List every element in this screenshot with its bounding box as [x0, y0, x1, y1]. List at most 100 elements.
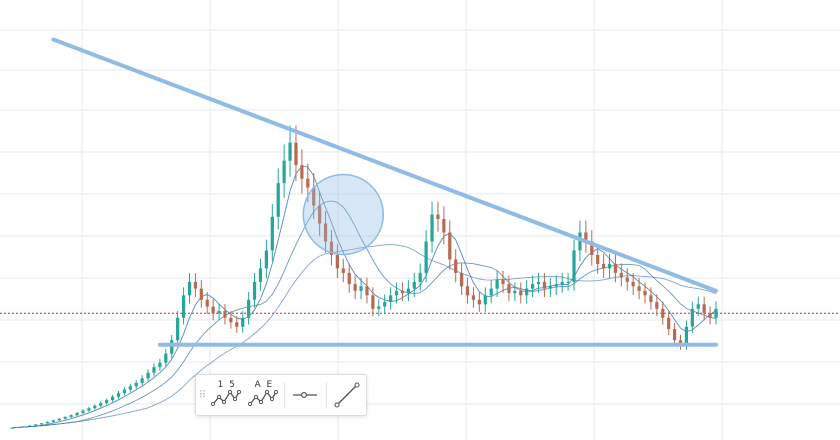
candle-body [146, 372, 150, 379]
candle-body [105, 400, 109, 404]
candle-body [702, 304, 706, 314]
candle-body [442, 219, 446, 233]
candle-body [631, 281, 635, 287]
candle-body [323, 223, 328, 242]
candle-body [211, 306, 215, 314]
candle-body [51, 420, 56, 422]
candle-body [489, 288, 493, 296]
candle-body [471, 295, 476, 300]
candle-body [276, 183, 280, 217]
toolbar-divider [283, 382, 285, 408]
candle-body [63, 416, 67, 419]
candle-body [483, 295, 487, 305]
candle-body [513, 290, 517, 294]
candle-body [400, 290, 405, 294]
numbered-wave-label: 1 5 [217, 380, 235, 390]
toolbar-drag-handle[interactable]: ⠿ [198, 389, 206, 401]
horizontal-ray-icon [293, 392, 318, 399]
candle-body [241, 317, 245, 327]
trend-line-icon [334, 382, 361, 408]
candle-body [300, 165, 304, 179]
candle-body [247, 299, 251, 318]
candle-body [294, 142, 298, 166]
candle-body [170, 340, 174, 354]
candle-body [536, 281, 541, 285]
candle-body [613, 263, 618, 273]
candle-body [501, 279, 505, 285]
candle-body [140, 378, 144, 383]
candle-body [619, 272, 623, 278]
candle-body [87, 408, 91, 411]
candle-body [661, 308, 665, 318]
wave-icon [248, 389, 279, 407]
numbered-wave-tool-button[interactable]: 1 5 [210, 378, 243, 412]
candle-body [607, 263, 612, 269]
lettered-wave-tool-button[interactable]: A E [247, 378, 280, 412]
candle-body [377, 306, 381, 309]
candle-body [252, 281, 257, 300]
candle-body [312, 187, 316, 206]
descending-trend-line [51, 37, 718, 293]
candle-body [229, 317, 233, 323]
candle-body [10, 427, 14, 429]
candle-body [554, 284, 558, 287]
candle-body [347, 272, 351, 285]
candle-body [353, 284, 357, 291]
candle-body [205, 299, 209, 307]
candle-body [430, 214, 434, 242]
candle-body [288, 142, 292, 161]
candle-body [578, 232, 582, 251]
candle-body [649, 295, 653, 303]
candle-body [424, 241, 428, 273]
candle-body [39, 423, 44, 425]
candle-body [223, 311, 227, 318]
candle-body [572, 250, 576, 282]
candle-body [495, 279, 499, 289]
drawing-toolbar: ⠿ 1 5 A E [195, 374, 367, 416]
candle-body [383, 302, 387, 307]
candle-body [164, 353, 168, 363]
candle-body [625, 277, 629, 282]
horizontal-ray-tool-button[interactable] [289, 378, 322, 412]
toolbar-divider [325, 382, 327, 408]
candle-body [258, 268, 263, 282]
candle-body [590, 241, 594, 255]
candle-body [714, 308, 718, 318]
candle-body [637, 286, 641, 291]
candle-body [181, 295, 186, 318]
candle-body [75, 412, 79, 416]
candle-body [507, 284, 511, 294]
candle-body [122, 389, 127, 394]
trend-line-tool-button[interactable] [331, 378, 364, 412]
wave-icon [211, 389, 242, 407]
candle-body [264, 250, 268, 269]
moving-average-line-24 [11, 244, 717, 429]
candle-body [270, 216, 274, 251]
candle-body [318, 205, 322, 224]
lettered-wave-label: A E [254, 380, 273, 390]
candle-body [477, 299, 481, 305]
candle-body [542, 281, 547, 289]
candle-body [329, 241, 334, 255]
candle-body [678, 340, 683, 345]
candle-body [93, 405, 97, 409]
candle-body [22, 426, 26, 428]
candle-body [152, 367, 156, 373]
moving-average-line-12 [11, 200, 717, 429]
candle-body [176, 317, 180, 341]
candle-body [199, 288, 203, 300]
candle-body [519, 290, 523, 296]
candle-body [45, 421, 50, 424]
candle-body [217, 311, 221, 314]
candle-body [708, 313, 712, 318]
candle-body [560, 281, 564, 285]
candle-body [335, 254, 339, 269]
candle-body [341, 268, 345, 273]
candle-body [306, 178, 310, 188]
candle-body [365, 286, 369, 296]
candle-body [282, 160, 286, 184]
candle-body [28, 425, 32, 427]
candle-body [371, 295, 375, 309]
